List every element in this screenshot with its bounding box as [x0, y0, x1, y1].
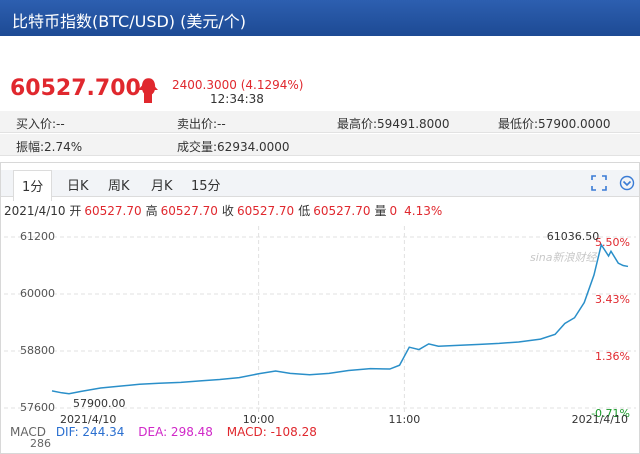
chart: sina新浪财经 57600 58800 60000 61200 -0.71% 1.36% 3…	[4, 226, 636, 426]
info-date: 2021/4/10	[4, 204, 66, 218]
x-tick-label: 2021/4/10	[60, 413, 116, 426]
settings-icon[interactable]	[619, 175, 635, 191]
y2-tick-label: 3.43%	[595, 293, 630, 306]
tab[interactable]: 月K	[151, 179, 173, 194]
high: 最高价:59491.8000	[337, 117, 450, 131]
macd-label: MACD	[10, 425, 46, 439]
price-line	[51, 242, 629, 395]
macd-line: MACD DIF: 244.34 DEA: 298.48 MACD: -108.…	[10, 425, 317, 439]
info-label: 开	[69, 204, 82, 218]
macd-value: MACD: -108.28	[226, 425, 317, 439]
info-value: 60527.70	[160, 204, 218, 218]
watermark: sina新浪财经	[530, 251, 597, 264]
price: 60527.7000	[10, 76, 157, 101]
fullscreen-icon[interactable]	[591, 175, 607, 191]
annotation: 57900.00	[73, 397, 126, 410]
info-value: 60527.70	[236, 204, 295, 218]
y-tick-label: 61200	[20, 230, 55, 243]
info-value: 60527.70	[84, 204, 142, 218]
x-tick-label: 2021/4/10	[572, 413, 628, 426]
info-value: 0	[389, 204, 398, 218]
y2-tick-label: 1.36%	[595, 350, 630, 363]
annotation: 61036.50	[547, 230, 600, 243]
tab[interactable]: 周K	[108, 179, 130, 194]
ask: 卖出价:--	[177, 117, 226, 131]
info-pct: 4.13%	[404, 204, 443, 218]
info-label: 高	[145, 204, 158, 218]
y2-tick-label: -0.71%	[591, 407, 630, 420]
title: 比特币指数(BTC/USD) (美元/个)	[12, 12, 247, 31]
x-tick-label: 11:00	[389, 413, 421, 426]
low: 最低价:57900.0000	[498, 117, 611, 131]
tab[interactable]: 日K	[67, 179, 89, 194]
y-tick-label: 57600	[20, 401, 55, 414]
tab[interactable]: 15分	[191, 179, 221, 194]
x-tick-label: 10:00	[243, 413, 275, 426]
stats-row: 买入价:-- 卖出价:-- 最高价:59491.8000 最低价:57900.0…	[0, 111, 640, 133]
header-bar: 比特币指数(BTC/USD) (美元/个)	[0, 0, 640, 36]
y2-tick-label: 5.50%	[595, 236, 630, 249]
info-line: 2021/4/10 开 60527.70 高 60527.70 收 60527.70 低 60…	[4, 202, 446, 219]
info-value: 60527.70	[313, 204, 371, 218]
info-label: 低	[298, 204, 311, 218]
dif: DIF: 244.34	[55, 425, 125, 439]
volume: 成交量:62934.0000	[177, 140, 290, 154]
info-label: 量	[374, 204, 387, 218]
bid: 买入价:--	[16, 117, 65, 131]
y-tick-label: 58800	[20, 344, 55, 357]
change: 2400.3000 (4.1294%)	[172, 78, 304, 92]
tab[interactable]: 1分	[13, 170, 53, 201]
dea: DEA: 298.48	[138, 425, 213, 439]
time: 12:34:38	[210, 92, 264, 106]
y-tick-label: 60000	[20, 287, 55, 300]
stats-row: 振幅:2.74% 成交量:62934.0000	[0, 134, 640, 156]
up-arrow	[138, 79, 158, 103]
info-label: 收	[221, 204, 234, 218]
amplitude: 振幅:2.74%	[16, 140, 83, 154]
tab-bar: 1分 日K 周K 月K 15分	[1, 170, 639, 201]
